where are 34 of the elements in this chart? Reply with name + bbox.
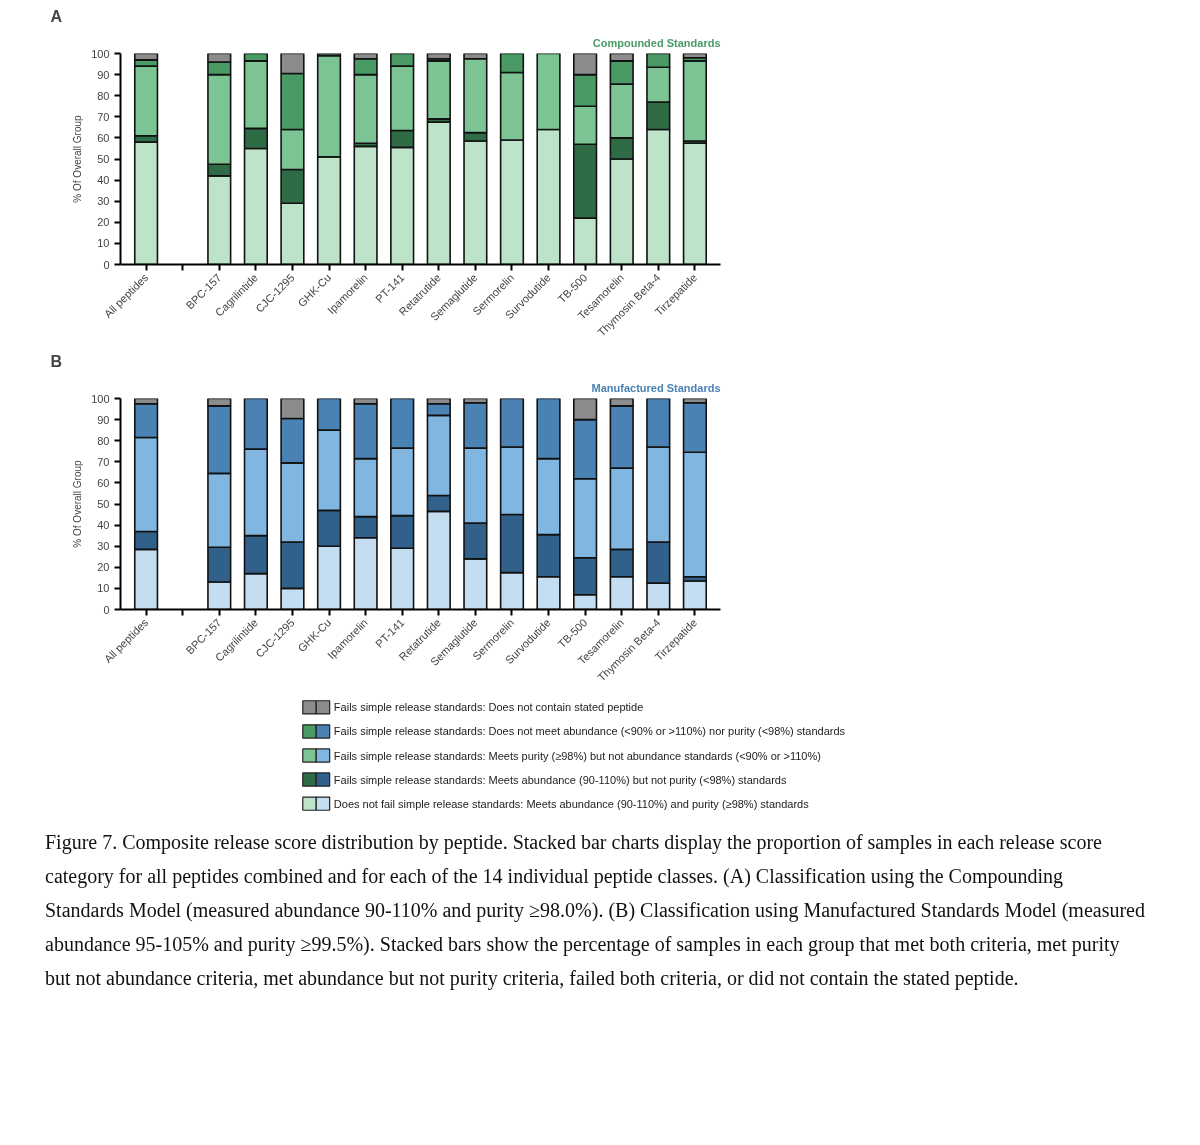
- y-tick-label: 80: [97, 89, 110, 102]
- legend-label: Does not fail simple release standards: Meets abundance (90-110%) and purity (≥98%) standards: [333, 797, 810, 810]
- y-tick-label: 60: [97, 131, 110, 144]
- legend-label: Fails simple release standards: Does not contain stated peptide: [333, 701, 644, 714]
- y-tick-label: 30: [97, 195, 110, 208]
- y-tick-label: 20: [97, 561, 110, 574]
- chart-title: A: [50, 7, 63, 25]
- caption: Figure 7. Composite release score distribution by peptide. Stacked bar charts display the proportion of samples in each release score category for all peptides combined and for each of the 14 individual peptide classes. (A) Classification using the Compounding Standards Model (measured abundance 90-110% and purity ≥98.0%). (B) Classification using Manufactured Standards Model (measured abundance 95-105% and purity ≥99.5%). Stacked bars show the percentage of samples in each group that met both criteria, met purity but not abundance criteria, met abundance but not purity criteria, failed both criteria, or did not contain the stated peptide.: [45, 830, 1145, 992]
- y-tick-label: 30: [97, 540, 110, 553]
- legend-label: Fails simple release standards: Meets purity (≥98%) but not abundance standards (<90% or >110%): [333, 749, 821, 762]
- y-tick-label: 0: [103, 603, 110, 616]
- y-axis-title: % Of Overall Group: [72, 114, 84, 203]
- y-tick-label: 90: [97, 68, 110, 81]
- legend-label: Fails simple release standards: Meets abundance (90-110%) but not purity (<98%) standards: [333, 773, 787, 786]
- y-tick-label: 50: [97, 498, 110, 510]
- y-tick-label: 80: [97, 434, 110, 447]
- y-tick-label: 100: [91, 47, 110, 60]
- chart-subtitle: Compounded Standards: [592, 36, 721, 49]
- y-tick-label: 60: [97, 476, 110, 489]
- y-tick-label: 10: [97, 237, 110, 250]
- chart-subtitle: Manufactured Standards: [591, 381, 721, 394]
- y-tick-label: 20: [97, 216, 110, 229]
- y-tick-label: 10: [97, 582, 110, 595]
- chart-title: B: [50, 352, 63, 370]
- y-tick-label: 100: [91, 392, 110, 405]
- y-tick-label: 50: [97, 153, 110, 165]
- y-axis-title: % Of Overall Group: [72, 459, 84, 548]
- y-tick-label: 40: [97, 174, 110, 187]
- y-tick-label: 70: [97, 110, 110, 123]
- y-tick-label: 40: [97, 519, 110, 532]
- y-tick-label: 0: [103, 258, 110, 271]
- y-tick-label: 70: [97, 455, 110, 468]
- y-tick-label: 90: [97, 413, 110, 426]
- legend-label: Fails simple release standards: Does not meet abundance (<90% or >110%) nor purity (<98%) standards: [333, 725, 846, 738]
